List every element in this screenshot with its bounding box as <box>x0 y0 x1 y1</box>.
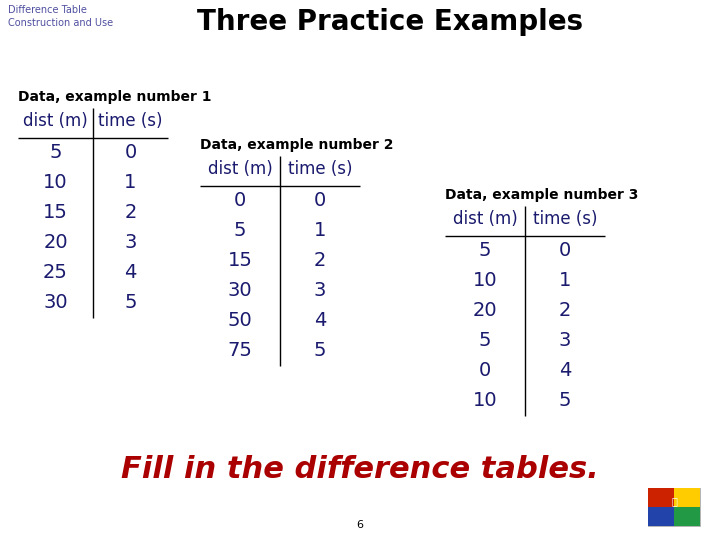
Text: 10: 10 <box>473 392 498 410</box>
Text: 6: 6 <box>356 520 364 530</box>
Text: 10: 10 <box>473 272 498 291</box>
Text: 0: 0 <box>234 192 246 211</box>
Text: 0: 0 <box>559 241 571 260</box>
Text: 4: 4 <box>559 361 571 381</box>
Text: 20: 20 <box>43 233 68 253</box>
Text: Data, example number 1: Data, example number 1 <box>18 90 212 104</box>
Bar <box>674 507 700 526</box>
Text: 1: 1 <box>314 221 326 240</box>
Text: dist (m): dist (m) <box>207 160 272 178</box>
Text: 5: 5 <box>49 144 62 163</box>
Text: 3: 3 <box>314 281 326 300</box>
Text: 30: 30 <box>43 294 68 313</box>
Text: 1: 1 <box>125 173 137 192</box>
Text: 3: 3 <box>125 233 137 253</box>
Bar <box>648 507 674 526</box>
Text: 3: 3 <box>559 332 571 350</box>
Bar <box>648 488 674 507</box>
Text: 🏠: 🏠 <box>671 496 677 507</box>
Text: 5: 5 <box>125 294 137 313</box>
Text: time (s): time (s) <box>98 112 163 130</box>
Text: Data, example number 3: Data, example number 3 <box>445 188 639 202</box>
Text: 5: 5 <box>479 332 491 350</box>
Text: 0: 0 <box>479 361 491 381</box>
Text: 2: 2 <box>559 301 571 321</box>
Text: Difference Table
Construction and Use: Difference Table Construction and Use <box>8 5 113 28</box>
Text: dist (m): dist (m) <box>23 112 88 130</box>
Text: 0: 0 <box>125 144 137 163</box>
Text: Fill in the difference tables.: Fill in the difference tables. <box>121 455 599 484</box>
Text: 50: 50 <box>228 312 253 330</box>
Text: 5: 5 <box>314 341 326 361</box>
Text: 2: 2 <box>125 204 137 222</box>
Text: 30: 30 <box>228 281 252 300</box>
Text: 0: 0 <box>314 192 326 211</box>
Text: 4: 4 <box>314 312 326 330</box>
Text: 1: 1 <box>559 272 571 291</box>
Text: time (s): time (s) <box>288 160 352 178</box>
Bar <box>674 488 700 507</box>
Text: 15: 15 <box>43 204 68 222</box>
Text: 75: 75 <box>228 341 253 361</box>
Text: 10: 10 <box>43 173 68 192</box>
Text: 25: 25 <box>43 264 68 282</box>
Text: 5: 5 <box>234 221 246 240</box>
Text: dist (m): dist (m) <box>453 210 518 228</box>
Text: 5: 5 <box>479 241 491 260</box>
Text: 15: 15 <box>228 252 253 271</box>
Text: 4: 4 <box>125 264 137 282</box>
Text: time (s): time (s) <box>533 210 598 228</box>
Text: 20: 20 <box>473 301 498 321</box>
Text: 5: 5 <box>559 392 571 410</box>
Text: Three Practice Examples: Three Practice Examples <box>197 8 583 36</box>
Bar <box>648 488 700 526</box>
Text: Data, example number 2: Data, example number 2 <box>200 138 394 152</box>
Text: 2: 2 <box>314 252 326 271</box>
